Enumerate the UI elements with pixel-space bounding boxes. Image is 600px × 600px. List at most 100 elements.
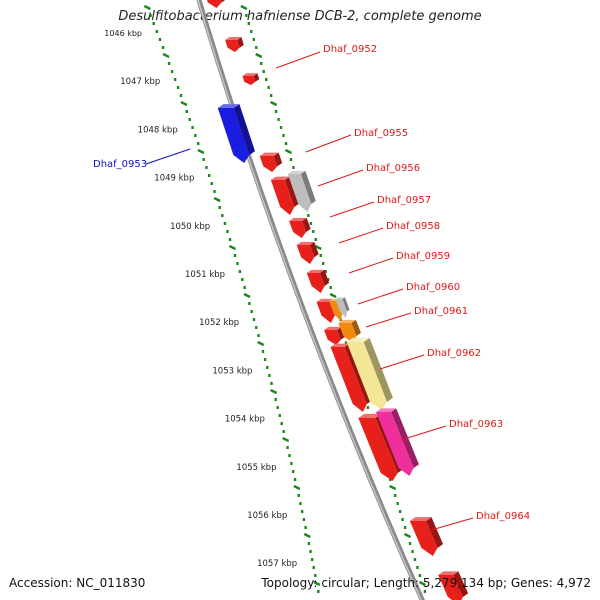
scale-labels: 1046 kbp 1047 kbp 1048 kbp 1049 kbp 1050 kbp…: [104, 29, 297, 569]
scale-label: 1056 kbp: [247, 511, 287, 521]
gene-block-yellow: [346, 342, 387, 410]
left-scale-tick: [293, 484, 301, 491]
gene-labels[interactable]: Dhaf_0952 Dhaf_0953 Dhaf_0955 Dhaf_0956 Dhaf…: [93, 44, 530, 522]
gene-block: [296, 245, 315, 264]
gene-block: [242, 76, 256, 85]
right-scale-tick: [404, 532, 412, 539]
left-scale-tick: [313, 580, 321, 587]
gene-block-yellow-top: [346, 337, 370, 342]
gene-label[interactable]: Dhaf_0956: [366, 163, 420, 174]
right-scale-tick: [240, 4, 248, 11]
right-scale-tick: [255, 52, 263, 59]
right-scale-tick: [329, 292, 337, 299]
right-scale-tick: [389, 484, 397, 491]
gene-label[interactable]: Dhaf_0953: [93, 159, 147, 170]
gene-block-side: [284, 176, 300, 207]
scale-label: 1055 kbp: [236, 463, 276, 473]
gene-block-magenta-side: [390, 408, 419, 468]
gene-block: [358, 418, 398, 481]
gene-block-top-side: [221, 0, 226, 3]
scale-label: 1049 kbp: [154, 174, 194, 184]
left-scale-ticks: [143, 4, 321, 593]
gene-block-orange-top: [338, 319, 356, 323]
gene-label[interactable]: Dhaf_0962: [427, 348, 481, 359]
gene-label-line: [348, 257, 394, 274]
gene-label-line: [365, 312, 412, 328]
gene-label[interactable]: Dhaf_0959: [396, 251, 450, 262]
gene-block-side: [309, 241, 319, 258]
gene-block-orange-side: [351, 319, 361, 336]
left-scale-tick: [257, 340, 265, 347]
gene-block-top: [296, 241, 315, 245]
gene-block: [306, 273, 325, 293]
gene-block-top: [330, 343, 350, 347]
gene-block: [316, 302, 335, 323]
gene-block-side: [237, 37, 244, 48]
gene-block: [270, 180, 295, 215]
gene-block-reverse: [217, 108, 250, 163]
gene-block: [324, 330, 341, 345]
genome-title: Desulfitobacterium hafniense DCB-2, comp…: [118, 9, 482, 24]
gene-block-magenta: [375, 412, 414, 476]
accession-text: Accession: NC_011830: [9, 576, 146, 590]
topology-text: Topology: circular; Length: 5,279,134 bp…: [261, 576, 591, 590]
left-scale-tick: [197, 148, 205, 155]
gene-block: [330, 347, 367, 412]
gene-block-top: [242, 73, 258, 76]
scale-label: 1052 kbp: [199, 318, 239, 328]
left-scale-tick: [180, 100, 188, 107]
scale-label: 1046 kbp: [104, 29, 142, 38]
gene-block: [409, 521, 438, 556]
left-scale-tick: [162, 52, 170, 59]
gene-label-line: [427, 517, 474, 532]
right-scale-tick: [270, 100, 278, 107]
scale-label: 1054 kbp: [225, 415, 265, 425]
gene-block-magenta-top: [375, 408, 397, 412]
gene-block-top: [270, 176, 290, 180]
gene-block-top: [358, 413, 382, 418]
scale-label: 1057 kbp: [257, 559, 297, 569]
gene-label-lines: [145, 51, 474, 532]
gene-block-grey: [335, 299, 348, 318]
gene-block-side: [302, 217, 311, 233]
left-scale-tick: [282, 436, 290, 443]
scale-label: 1051 kbp: [185, 270, 225, 280]
gene-block-grey: [287, 174, 312, 212]
left-scale-tick: [213, 196, 221, 203]
gene-block-grey-top: [335, 297, 345, 299]
gene-block-grey-side: [300, 170, 316, 204]
gene-label-line: [317, 169, 364, 187]
gene-label-line: [400, 425, 447, 441]
backbone-highlight: [197, 0, 423, 600]
gene-block: [259, 156, 278, 172]
gene-block-grey-side: [342, 297, 350, 312]
gene-block-top: [207, 0, 222, 8]
gene-label[interactable]: Dhaf_0955: [354, 128, 408, 139]
gene-label-line: [275, 51, 321, 69]
gene-block-side: [425, 517, 444, 548]
gene-block-top: [306, 269, 325, 273]
gene-block-top: [225, 37, 242, 40]
gene-label[interactable]: Dhaf_0964: [476, 511, 530, 522]
gene-block-yellow-side: [363, 337, 393, 402]
gene-block-top: [289, 217, 307, 221]
gene-features[interactable]: [205, 0, 469, 600]
gene-label[interactable]: Dhaf_0963: [449, 419, 503, 430]
gene-label[interactable]: Dhaf_0957: [377, 195, 431, 206]
gene-label-line: [305, 134, 352, 153]
genome-backbone: [196, 0, 425, 600]
left-scale-tick: [303, 532, 311, 539]
gene-label[interactable]: Dhaf_0961: [414, 306, 468, 317]
scale-label: 1048 kbp: [138, 125, 178, 135]
gene-label[interactable]: Dhaf_0958: [386, 221, 440, 232]
right-scale-tick: [314, 244, 322, 251]
gene-label-line: [338, 227, 384, 244]
gene-label[interactable]: Dhaf_0960: [406, 282, 460, 293]
right-scale-tick: [418, 580, 426, 587]
gene-block-bottom-top: [438, 571, 459, 575]
gene-block-side: [253, 73, 260, 82]
gene-label[interactable]: Dhaf_0952: [323, 44, 377, 55]
gene-block-reverse-top: [217, 104, 240, 108]
gene-block-grey-top: [287, 170, 306, 174]
